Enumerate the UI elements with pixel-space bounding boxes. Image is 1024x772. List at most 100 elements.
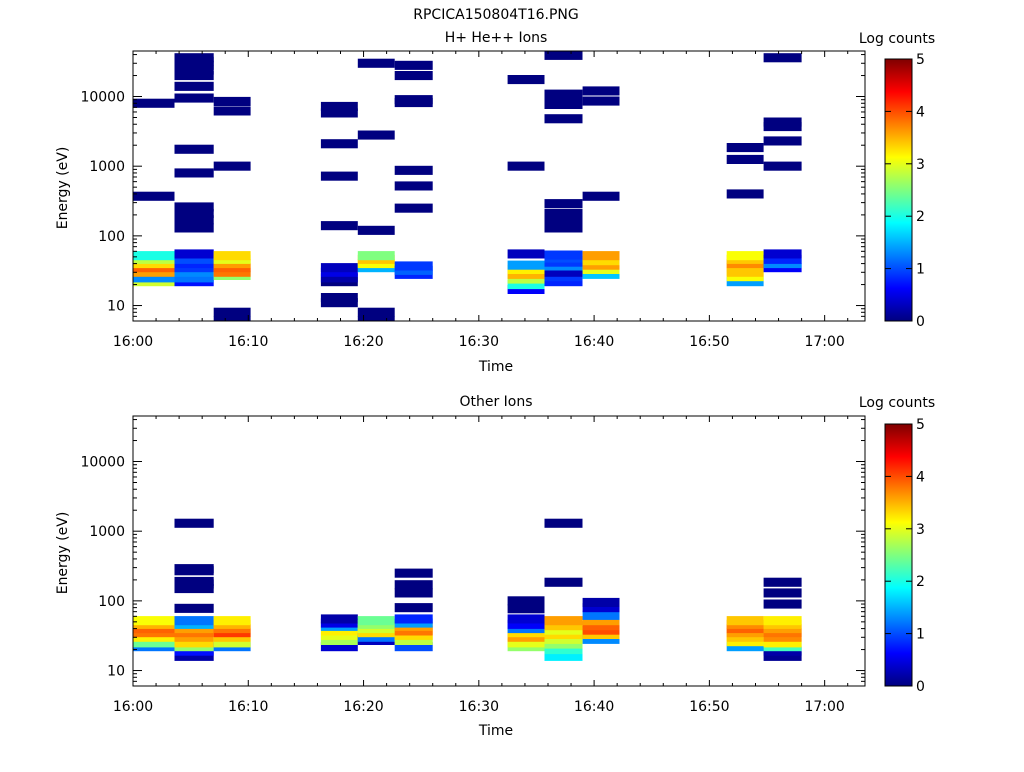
heatmap-cell	[394, 60, 433, 70]
colorbar-tick-label: 4	[916, 104, 925, 120]
x-tick-label: 16:20	[343, 699, 383, 715]
y-tick-label: 100	[98, 594, 125, 610]
heatmap-cell	[133, 98, 175, 108]
heatmap-cell	[394, 635, 433, 645]
heatmap-cell	[394, 568, 433, 578]
heatmap-cell	[582, 256, 620, 266]
heatmap-cell	[582, 621, 620, 631]
heatmap-cells	[133, 518, 802, 661]
heatmap-cell	[763, 136, 802, 146]
heatmap-cell	[394, 203, 433, 213]
x-axis-label: Time	[478, 723, 513, 739]
x-tick-label: 16:30	[459, 334, 499, 350]
heatmap-cell	[394, 614, 433, 624]
heatmap-cell	[357, 307, 395, 317]
heatmap-cell	[582, 96, 620, 106]
heatmap-cell	[544, 223, 583, 233]
heatmap-cell	[763, 117, 802, 127]
heatmap-cell	[544, 577, 583, 587]
heatmap-cell	[174, 202, 214, 212]
heatmap-cell	[763, 577, 802, 587]
heatmap-cell	[133, 191, 175, 201]
heatmap-cell	[320, 108, 358, 118]
y-tick-label: 10	[107, 664, 125, 680]
heatmap-cell	[544, 51, 583, 60]
colorbar-gradient	[884, 58, 913, 322]
heatmap-cell	[174, 632, 214, 642]
heatmap-cell	[507, 604, 545, 614]
heatmap-cell	[133, 616, 175, 626]
heatmap-cell	[763, 588, 802, 598]
heatmap-cell	[320, 642, 358, 652]
y-axis-label: Energy (eV)	[55, 512, 71, 595]
heatmap-cell	[507, 161, 545, 171]
heatmap-cell	[357, 130, 395, 140]
heatmap-cell	[174, 93, 214, 103]
heatmap-cell	[394, 588, 433, 598]
heatmap-cell	[174, 249, 214, 259]
y-tick-label: 1000	[89, 524, 125, 540]
colorbar-tick-label: 5	[916, 52, 925, 68]
heatmap-cell	[320, 293, 358, 303]
heatmap-cell	[320, 614, 358, 624]
heatmap-cell	[394, 95, 433, 105]
heatmap-cell	[544, 518, 583, 528]
x-tick-label: 16:40	[574, 699, 614, 715]
colorbar: 0 1 2 3 4 5	[884, 52, 925, 330]
heatmap-cell	[507, 284, 545, 294]
colorbar-label: Log counts	[859, 31, 935, 47]
heatmap-cell	[763, 161, 802, 171]
colorbar-tick-label: 2	[916, 574, 925, 590]
heatmap-cell	[544, 89, 583, 99]
heatmap-cell	[213, 307, 251, 317]
panel-other-ions: Other Ions Energy (eV) Time Log counts 1…	[55, 394, 935, 739]
heatmap-cell	[507, 614, 545, 624]
heatmap-cell	[394, 642, 433, 652]
heatmap-cell	[133, 273, 175, 283]
heatmap-cell	[174, 215, 214, 225]
x-tick-label: 16:10	[228, 699, 268, 715]
heatmap-cell	[507, 75, 545, 85]
heatmap-cell	[544, 639, 583, 649]
heatmap-cell	[174, 584, 214, 594]
heatmap-cell	[174, 564, 214, 574]
heatmap-cell	[582, 616, 620, 626]
heatmap-cell	[213, 96, 251, 106]
heatmap-cell	[174, 638, 214, 648]
heatmap-cell	[320, 171, 358, 181]
heatmap-cell	[507, 274, 545, 284]
y-tick-label: 10	[107, 299, 125, 315]
heatmap-cell	[213, 251, 251, 261]
heatmap-cell	[582, 269, 620, 279]
heatmap-cell	[544, 621, 583, 631]
heatmap-cell	[174, 603, 214, 613]
colorbar-gradient	[884, 423, 913, 687]
heatmap-cell	[320, 263, 358, 273]
heatmap-cell	[726, 642, 764, 652]
colorbar-tick-label: 2	[916, 209, 925, 225]
heatmap-cell	[357, 58, 395, 68]
heatmap-cell	[507, 260, 545, 270]
heatmap-cell	[174, 518, 214, 528]
heatmap-cell	[357, 251, 395, 261]
heatmap-cell	[320, 273, 358, 283]
colorbar-tick-label: 0	[916, 679, 925, 695]
heatmap-cell	[507, 632, 545, 642]
heatmap-cell	[320, 626, 358, 636]
heatmap-cell	[763, 632, 802, 642]
heatmap-cell	[544, 277, 583, 287]
heatmap-cell	[763, 616, 802, 626]
heatmap-cell	[174, 576, 214, 586]
heatmap-cell	[544, 250, 583, 260]
heatmap-cell	[726, 277, 764, 287]
heatmap-cell	[582, 251, 620, 261]
heatmap-cell	[394, 603, 433, 613]
colorbar-tick-label: 5	[916, 417, 925, 433]
heatmap-cell	[763, 53, 802, 63]
heatmap-cell	[507, 638, 545, 648]
heatmap-cell	[174, 168, 214, 178]
heatmap-cell	[726, 154, 764, 164]
x-tick-label: 17:00	[804, 334, 844, 350]
heatmap-cells	[133, 51, 802, 321]
heatmap-cell	[174, 65, 214, 75]
